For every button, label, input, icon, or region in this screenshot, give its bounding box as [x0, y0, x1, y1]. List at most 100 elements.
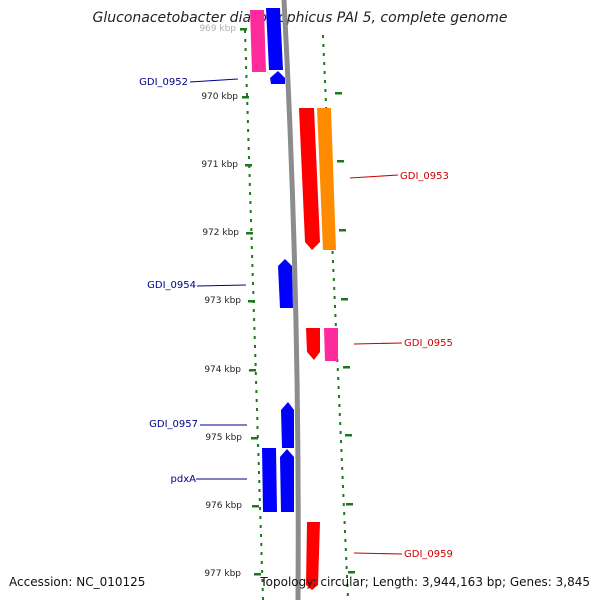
guide-dot — [336, 368, 339, 371]
scale-tick — [339, 229, 346, 232]
dotted-guide-lines — [244, 30, 349, 600]
guide-dot — [248, 174, 251, 177]
guide-dot — [256, 426, 259, 429]
guide-dot — [251, 264, 254, 267]
guide-dot — [324, 89, 327, 92]
gene-feature[interactable] — [278, 259, 293, 308]
guide-dot — [342, 494, 345, 497]
guide-dot — [344, 539, 347, 542]
gene-feature[interactable] — [306, 328, 320, 360]
guide-dot — [250, 228, 253, 231]
guide-dot — [346, 575, 348, 578]
guide-dot — [245, 84, 248, 87]
gene-feature[interactable] — [266, 8, 283, 70]
gene-label-gdi-0954[interactable]: GDI_0954 — [147, 280, 196, 291]
gene-feature[interactable] — [281, 402, 294, 448]
gene-label-gdi-0955[interactable]: GDI_0955 — [404, 338, 453, 349]
guide-dot — [245, 66, 248, 69]
guide-dot — [259, 525, 262, 528]
guide-dot — [252, 282, 254, 285]
gene-label-gdi-0959[interactable]: GDI_0959 — [404, 549, 453, 560]
scale-label: 976 kbp — [205, 501, 242, 511]
guide-dot — [323, 71, 326, 74]
scale-tick — [335, 92, 342, 95]
guide-dot — [257, 444, 260, 447]
gene-feature[interactable] — [299, 108, 320, 250]
gene-label-gdi-0952[interactable]: GDI_0952 — [139, 77, 188, 88]
gene-feature[interactable] — [250, 10, 266, 72]
guide-dot — [255, 381, 258, 384]
guide-dot — [246, 102, 249, 105]
guide-dot — [244, 30, 246, 33]
scale-tick — [341, 298, 348, 301]
gene-feature[interactable] — [324, 328, 338, 361]
guide-dot — [261, 588, 264, 591]
guide-dot — [334, 305, 336, 308]
guide-dot — [253, 318, 256, 321]
scale-tick — [345, 434, 352, 437]
label-leader-lines — [189, 78, 403, 555]
guide-dot — [322, 44, 325, 47]
scale-label: 975 kbp — [205, 433, 242, 443]
scale-tick — [343, 366, 350, 369]
scale-tick — [337, 160, 344, 163]
guide-dot — [261, 570, 264, 573]
guide-dot — [337, 386, 340, 389]
scale-tick — [248, 300, 255, 303]
scale-label: 970 kbp — [201, 92, 238, 102]
guide-dot — [323, 62, 326, 65]
scale-label: 972 kbp — [202, 228, 239, 238]
guide-dot — [334, 314, 337, 317]
guide-dot — [340, 440, 342, 443]
genome-backbone — [281, 0, 301, 600]
gene-label-gdi-0953[interactable]: GDI_0953 — [400, 171, 449, 182]
scale-tick — [246, 232, 253, 235]
gene-feature[interactable] — [270, 71, 285, 84]
guide-dot — [340, 458, 343, 461]
guide-dot — [258, 480, 261, 483]
guide-dot — [259, 516, 262, 519]
gene-feature[interactable] — [306, 522, 320, 590]
scale-tick — [346, 503, 353, 506]
guide-dot — [332, 260, 334, 263]
guide-dot — [249, 192, 252, 195]
gene-label-gdi-0957[interactable]: GDI_0957 — [149, 419, 198, 430]
guide-dot — [256, 408, 258, 411]
guide-dot — [344, 530, 346, 533]
gene-feature[interactable] — [317, 108, 336, 250]
guide-dot — [246, 111, 249, 114]
guide-dot — [248, 156, 250, 159]
guide-dot — [254, 354, 257, 357]
guide-dot — [246, 120, 249, 123]
guide-dot — [244, 48, 247, 51]
reverse-strand-genes — [299, 108, 338, 590]
gene-label-pdxa[interactable]: pdxA — [171, 474, 197, 485]
scale-label: 973 kbp — [204, 296, 241, 306]
scale-ticks — [240, 28, 355, 576]
guide-dot — [245, 75, 248, 78]
scale-label: 974 kbp — [204, 365, 241, 375]
gene-feature[interactable] — [262, 448, 277, 512]
guide-dot — [247, 147, 250, 150]
genome-summary-text: Topology: circular; Length: 3,944,163 bp… — [260, 575, 590, 589]
guide-dot — [261, 579, 264, 582]
guide-dot — [255, 390, 258, 393]
guide-dot — [345, 566, 348, 569]
guide-dot — [260, 552, 263, 555]
guide-dot — [322, 53, 325, 56]
gene-labels: GDI_0952 GDI_0954 GDI_0957 pdxA GDI_0953… — [139, 77, 453, 560]
guide-dot — [246, 93, 248, 96]
scale-tick — [240, 28, 247, 31]
guide-dot — [340, 449, 343, 452]
guide-dot — [252, 291, 255, 294]
guide-dot — [250, 237, 253, 240]
guide-dot — [256, 435, 259, 438]
gene-feature[interactable] — [280, 449, 294, 512]
scale-labels: 969 kbp 970 kbp 971 kbp 972 kbp 973 kbp … — [199, 24, 242, 579]
guide-dot — [334, 323, 337, 326]
scale-label: 977 kbp — [204, 569, 241, 579]
guide-dot — [254, 372, 257, 375]
guide-dot — [255, 399, 258, 402]
guide-dot — [254, 345, 256, 348]
guide-dot — [244, 39, 247, 42]
